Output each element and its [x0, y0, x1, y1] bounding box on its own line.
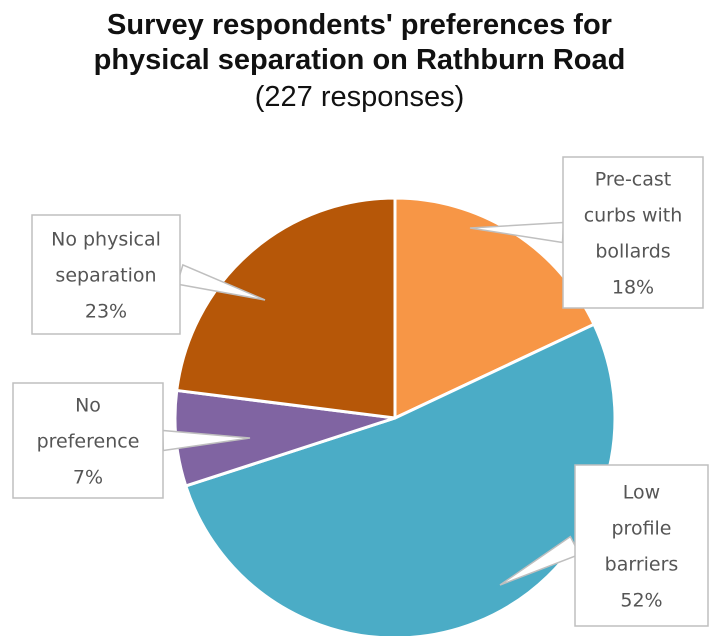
- callout-box: [574, 464, 709, 627]
- callout-box: [562, 156, 704, 309]
- chart-title-block: Survey respondents' preferences for phys…: [0, 8, 719, 115]
- chart-subtitle: (227 responses): [254, 81, 465, 113]
- data-label-category: preference: [37, 431, 140, 453]
- callout-box: [31, 214, 181, 335]
- pie-callouts: Pre-cast curbs with bollards 18% Low profile b…: [12, 156, 709, 627]
- callout-low-profile-barriers: Low profile barriers 52%: [499, 464, 709, 627]
- callout-box: [12, 382, 164, 499]
- data-label-category: Pre-cast: [595, 169, 672, 191]
- data-label-category: curbs with: [584, 205, 683, 227]
- pie-slices: [173, 196, 617, 636]
- chart-title-line-2: physical separation on Rathburn Road: [93, 44, 626, 76]
- data-label-percent: 7%: [73, 467, 103, 489]
- data-label-category: separation: [55, 265, 156, 287]
- data-label-percent: 52%: [620, 590, 662, 612]
- data-label-percent: 18%: [612, 277, 654, 299]
- data-label-category: Low: [623, 482, 660, 504]
- data-label-category: barriers: [605, 554, 679, 576]
- callout-no-physical-separation: No physical separation 23%: [31, 214, 266, 335]
- pie-slice-low-profile-barriers: [184, 322, 617, 636]
- data-label-category: profile: [611, 518, 671, 540]
- data-label-category: No physical: [51, 229, 161, 251]
- callout-pre-cast-curbs-with-bollards: Pre-cast curbs with bollards 18%: [469, 156, 704, 309]
- chart-title-line-1: Survey respondents' preferences for: [107, 9, 612, 41]
- data-label-category: bollards: [595, 241, 670, 263]
- callout-no-preference: No preference 7%: [12, 382, 251, 499]
- data-label-category: No: [75, 395, 101, 417]
- data-label-percent: 23%: [85, 301, 127, 323]
- pie-slice-no-physical-separation: [175, 196, 397, 420]
